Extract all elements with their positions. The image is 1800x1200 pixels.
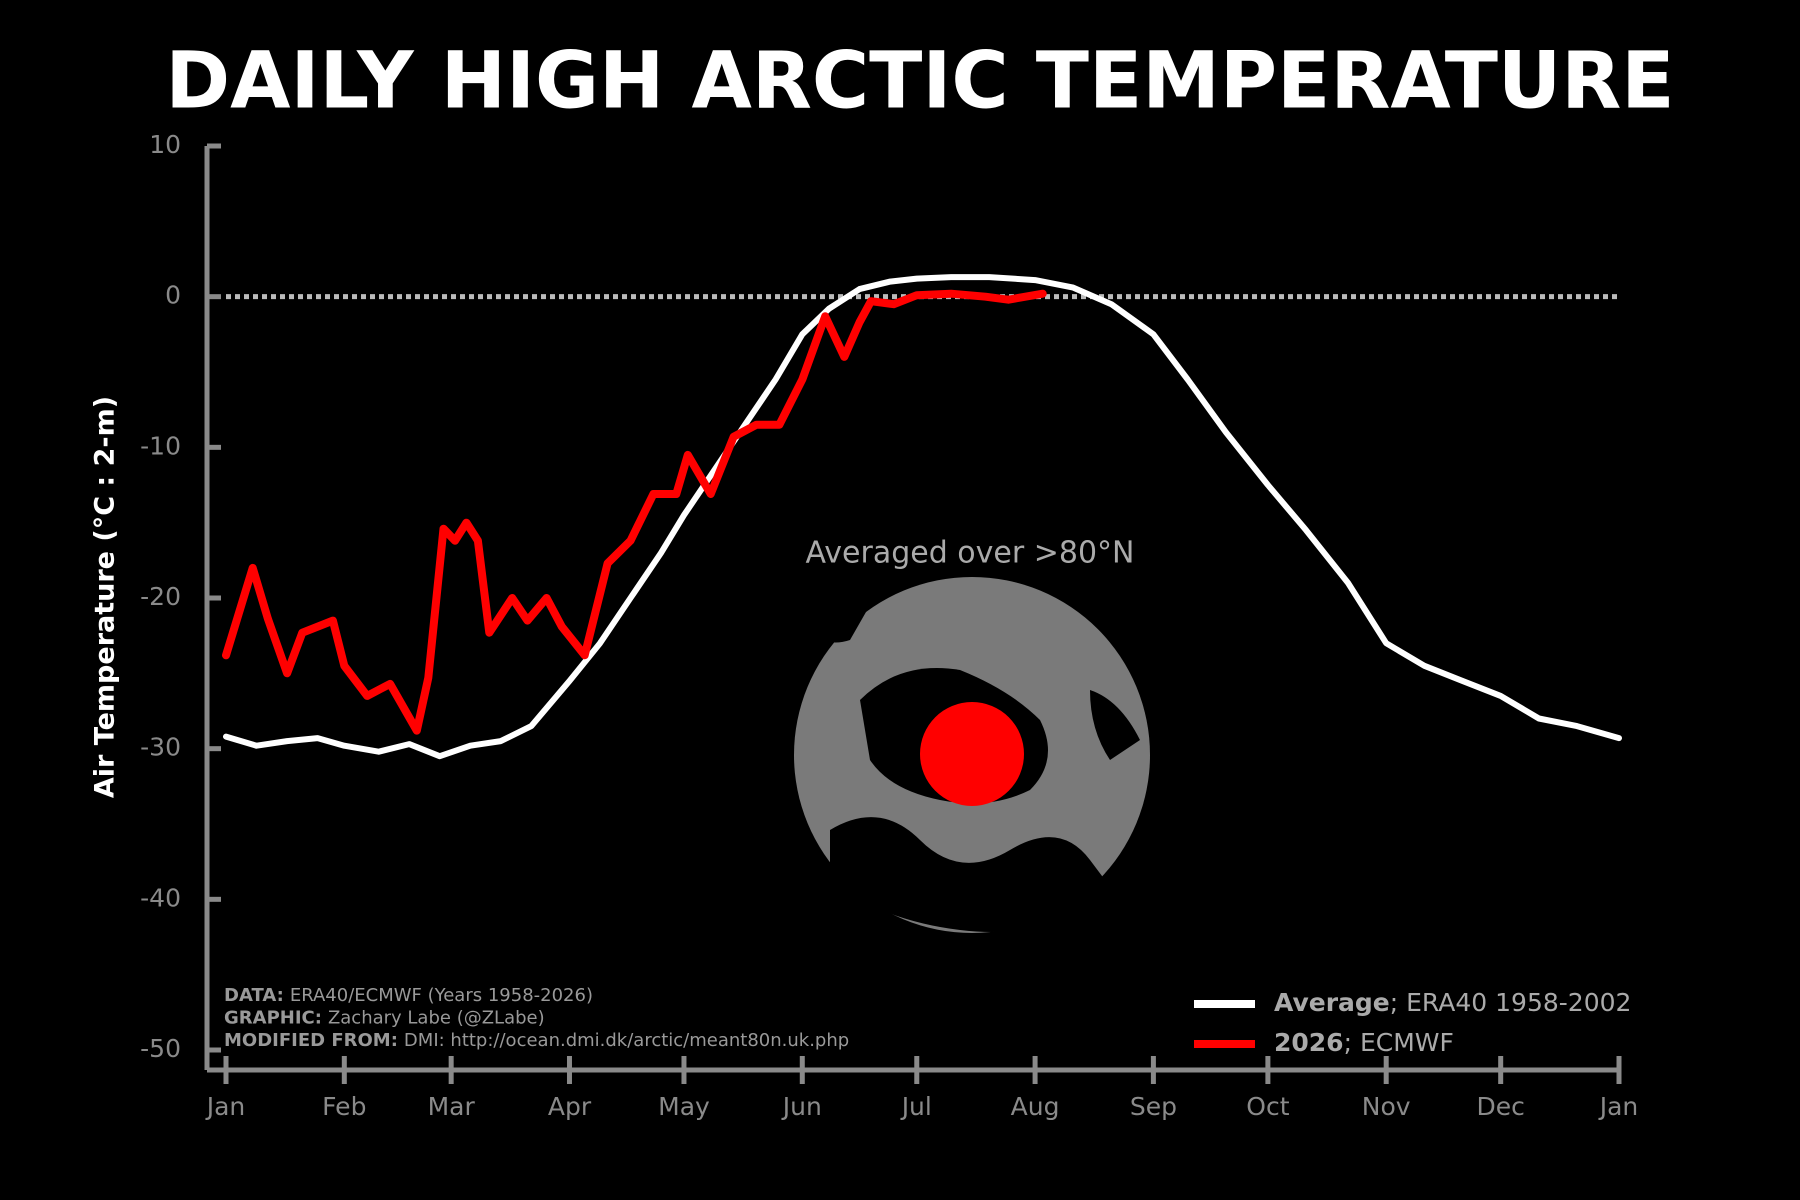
x-tick-label: Feb bbox=[322, 1092, 366, 1121]
region-marker bbox=[920, 702, 1024, 806]
y-tick-label: 0 bbox=[165, 281, 181, 310]
x-tick-label: May bbox=[658, 1092, 710, 1121]
y-tick-label: -40 bbox=[140, 883, 181, 912]
x-tick-label: Nov bbox=[1362, 1092, 1411, 1121]
credit-text: DMI: http://ocean.dmi.dk/arctic/meant80n… bbox=[404, 1030, 849, 1051]
credit-text: ERA40/ECMWF (Years 1958-2026) bbox=[290, 985, 593, 1006]
x-tick-label: Dec bbox=[1476, 1092, 1524, 1121]
y-tick-label: -10 bbox=[140, 431, 181, 460]
x-tick-label: Jan bbox=[205, 1092, 246, 1121]
credit-label: MODIFIED FROM: bbox=[224, 1030, 398, 1051]
y-tick-label: -30 bbox=[140, 733, 181, 762]
credit: MODIFIED FROM: DMI: http://ocean.dmi.dk/a… bbox=[224, 1030, 849, 1051]
inset-map bbox=[794, 577, 1150, 933]
map-ocean bbox=[800, 600, 1140, 760]
x-tick-label: Jul bbox=[900, 1092, 932, 1121]
credit-label: GRAPHIC: bbox=[224, 1008, 322, 1029]
x-tick-label: Jun bbox=[781, 1092, 822, 1121]
x-tick-label: Oct bbox=[1246, 1092, 1289, 1121]
y-axis-label: Air Temperature (°C : 2-m) bbox=[90, 396, 121, 798]
y-tick-label: -50 bbox=[140, 1034, 181, 1063]
annotation: Averaged over >80°N bbox=[806, 536, 1135, 571]
legend-label: 2026; ECMWF bbox=[1274, 1028, 1454, 1057]
legend-label: Average; ERA40 1958-2002 bbox=[1274, 988, 1631, 1017]
legend-name: 2026 bbox=[1274, 1028, 1344, 1057]
x-tick-label: Aug bbox=[1011, 1092, 1060, 1121]
credit: GRAPHIC: Zachary Labe (@ZLabe) bbox=[224, 1008, 545, 1029]
credit-label: DATA: bbox=[224, 985, 284, 1006]
chart-title: DAILY HIGH ARCTIC TEMPERATURE bbox=[165, 36, 1674, 126]
series-line bbox=[222, 289, 1047, 735]
map-ocean bbox=[830, 817, 1120, 932]
legend-note: ; ERA40 1958-2002 bbox=[1390, 988, 1632, 1017]
credit: DATA: ERA40/ECMWF (Years 1958-2026) bbox=[224, 985, 593, 1006]
y-tick-label: -20 bbox=[140, 582, 181, 611]
credit-text: Zachary Labe (@ZLabe) bbox=[328, 1008, 545, 1029]
series-line bbox=[223, 274, 1622, 760]
x-tick-label: Mar bbox=[428, 1092, 476, 1121]
legend-note: ; ECMWF bbox=[1344, 1028, 1454, 1057]
y-tick-label: 10 bbox=[149, 130, 181, 159]
x-tick-label: Apr bbox=[548, 1092, 592, 1121]
x-tick-label: Jan bbox=[1598, 1092, 1639, 1121]
x-tick-label: Sep bbox=[1130, 1092, 1177, 1121]
legend-name: Average bbox=[1274, 988, 1390, 1017]
